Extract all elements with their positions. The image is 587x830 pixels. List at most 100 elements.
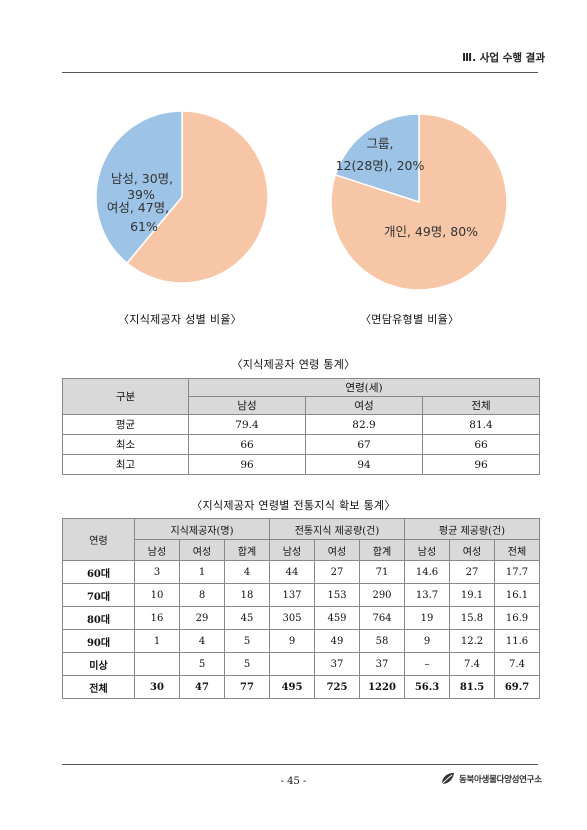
table-row: 최고 96 94 96 [62, 454, 540, 475]
interview-type-pie-chart: 개인, 49명, 80% 그룹, 12(28명), 20% [330, 113, 508, 291]
pie-label-male-line2: 39% [127, 187, 155, 202]
subheader-cell: 전체 [494, 539, 540, 561]
table-row: 70대 10 8 18 137 153 290 13.7 19.1 16.1 [62, 583, 540, 607]
cell: 94 [305, 454, 423, 475]
cell [134, 652, 180, 676]
cell: 305 [269, 606, 315, 630]
cell: 11.6 [494, 629, 540, 653]
cell: 4 [179, 629, 225, 653]
cell: 81.4 [422, 414, 540, 435]
row-age-label: 전체 [62, 675, 135, 699]
knowledge-statistics-table: 연령 지식제공자(명) 전통지식 제공량(건) 평균 제공량(건) 남성 여성 합계… [62, 518, 540, 699]
cell: – [404, 652, 450, 676]
cell: 495 [269, 675, 315, 699]
cell: 47 [179, 675, 225, 699]
cell: 49 [314, 629, 360, 653]
subheader-cell: 합계 [359, 539, 405, 561]
cell: 16.1 [494, 583, 540, 607]
org-logo: 동북아생물다양성연구소 [440, 772, 542, 786]
subheader-cell: 남성 [269, 539, 315, 561]
pie-label-female-line2: 61% [130, 219, 158, 234]
cell: 9 [269, 629, 315, 653]
table-row: 미상 5 5 37 37–7.4 7.4 [62, 652, 540, 676]
pie-label-group-line1: 그룹, [367, 136, 394, 151]
cell: 725 [314, 675, 360, 699]
pie-slice-male [95, 110, 183, 265]
cell: 96 [188, 454, 306, 475]
pie-label-individual: 개인, 49명, 80% [384, 224, 478, 239]
subheader-cell: 남성 [134, 539, 180, 561]
cell: 17.7 [494, 560, 540, 584]
age-table-caption: 〈지식제공자 연령 통계〉 [231, 358, 356, 371]
cell: 12.2 [449, 629, 495, 653]
subheader-cell: 여성 [179, 539, 225, 561]
pie-label-female-line1: 여성, 47명, [107, 200, 169, 215]
cell: 79.4 [188, 414, 306, 435]
cell: 1 [134, 629, 180, 653]
age-statistics-table: 구분 연령(세) 남성 여성 전체 평균 79.4 82.9 81.4 최소 6… [62, 378, 540, 475]
cell: 764 [359, 606, 405, 630]
cell: 5 [179, 652, 225, 676]
header-age: 연령 [62, 518, 135, 561]
cell: 37 [359, 652, 405, 676]
pie-slice-group [334, 113, 420, 204]
svg-text:남성, 30명,: 남성, 30명, [111, 171, 173, 186]
cell: 153 [314, 583, 360, 607]
cell: 71 [359, 560, 405, 584]
cell: 44 [269, 560, 315, 584]
subheader-cell: 여성 [314, 539, 360, 561]
subheader-cell: 합계 [224, 539, 270, 561]
pie-slice-female [125, 110, 269, 284]
svg-text:39%: 39% [127, 187, 155, 202]
cell: 66 [188, 434, 306, 455]
header-group-providers: 지식제공자(명) [134, 518, 270, 540]
subheader-cell: 남성 [404, 539, 450, 561]
cell: 8 [179, 583, 225, 607]
cell: 14.6 [404, 560, 450, 584]
leaf-logo-icon [441, 773, 454, 785]
cell: 58 [359, 629, 405, 653]
cell: 82.9 [305, 414, 423, 435]
cell: 27 [449, 560, 495, 584]
cell: 37 [314, 652, 360, 676]
header-group-knowledge: 전통지식 제공량(건) [269, 518, 405, 540]
gender-pie-chart: 여성, 47명, 61% 남성, 30명, 39% [95, 110, 269, 284]
page-number: - 45 - [280, 776, 307, 787]
cell: 137 [269, 583, 315, 607]
cell: 30 [134, 675, 180, 699]
row-age-label: 90대 [62, 629, 135, 653]
header-group-average: 평균 제공량(건) [404, 518, 540, 540]
table-row: 60대 3 1 4 44 27 71 14.6 27 17.7 [62, 560, 540, 584]
cell: 4 [224, 560, 270, 584]
cell: 15.8 [449, 606, 495, 630]
cell: 16 [134, 606, 180, 630]
table-row: 평균 79.4 82.9 81.4 [62, 414, 540, 435]
cell: 1220 [359, 675, 405, 699]
pie-label-male-line1: 남성, 30명, [111, 171, 173, 186]
cell: 5 [224, 652, 270, 676]
svg-text:여성, 47명,: 여성, 47명, [107, 200, 169, 215]
cell: 9 [404, 629, 450, 653]
total-row: 전체 30 47 77 495 725 1220 56.3 81.5 69.7 [62, 675, 540, 699]
cell: 66 [422, 434, 540, 455]
gender-chart-caption: 〈지식제공자 성별 비율〉 [118, 313, 242, 326]
cell [269, 652, 315, 676]
cell: 290 [359, 583, 405, 607]
row-age-label: 80대 [62, 606, 135, 630]
row-label: 평균 [62, 414, 189, 435]
cell: 67 [305, 434, 423, 455]
type-chart-caption: 〈면담유형별 비율〉 [360, 313, 460, 326]
svg-text:그룹,: 그룹, [367, 136, 394, 151]
header-rule [62, 72, 538, 73]
row-age-label: 70대 [62, 583, 135, 607]
header-total: 전체 [422, 396, 540, 415]
pie-label-group-line2: 12(28명), 20% [336, 158, 425, 173]
row-age-label: 미상 [62, 652, 135, 676]
org-name: 동북아생물다양성연구소 [459, 775, 542, 785]
cell: 5 [224, 629, 270, 653]
cell: 19.1 [449, 583, 495, 607]
cell: 29 [179, 606, 225, 630]
cell: 1 [179, 560, 225, 584]
row-label: 최고 [62, 454, 189, 475]
row-label: 최소 [62, 434, 189, 455]
